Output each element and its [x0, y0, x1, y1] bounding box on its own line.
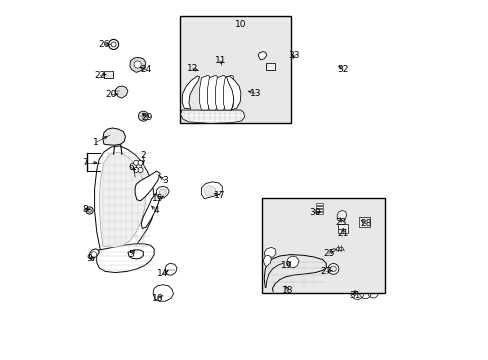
Polygon shape: [129, 57, 145, 72]
Text: 5: 5: [128, 250, 134, 259]
Polygon shape: [115, 86, 128, 98]
Polygon shape: [99, 152, 145, 247]
Polygon shape: [164, 263, 177, 275]
Text: 22: 22: [95, 71, 106, 80]
Polygon shape: [94, 146, 154, 252]
Polygon shape: [223, 75, 233, 110]
Text: 12: 12: [186, 64, 198, 73]
Text: 11: 11: [215, 57, 226, 66]
Text: 23: 23: [335, 218, 346, 227]
Text: 31: 31: [348, 291, 360, 300]
Polygon shape: [199, 75, 209, 110]
Circle shape: [138, 167, 142, 172]
Text: 17: 17: [214, 190, 225, 199]
Polygon shape: [316, 203, 323, 206]
Text: 32: 32: [337, 65, 348, 74]
Circle shape: [330, 266, 336, 272]
Polygon shape: [316, 209, 323, 211]
Polygon shape: [284, 283, 290, 290]
Circle shape: [327, 264, 338, 274]
Text: 30: 30: [309, 208, 321, 217]
Text: 2: 2: [140, 151, 146, 160]
Text: 16: 16: [152, 294, 163, 303]
Polygon shape: [226, 76, 241, 110]
Circle shape: [336, 247, 340, 251]
Text: 27: 27: [320, 267, 331, 276]
Bar: [180, 17, 290, 123]
Text: 28: 28: [359, 219, 371, 228]
Polygon shape: [128, 250, 143, 259]
Text: 14: 14: [157, 269, 168, 278]
Circle shape: [86, 207, 93, 214]
Polygon shape: [89, 249, 99, 261]
Circle shape: [111, 42, 116, 47]
Text: 13: 13: [249, 89, 261, 98]
Text: 9: 9: [86, 254, 92, 263]
Bar: [358, 217, 369, 227]
Polygon shape: [159, 189, 166, 196]
Text: 24: 24: [140, 65, 151, 74]
Text: 29: 29: [141, 113, 152, 122]
Bar: [265, 63, 274, 69]
Polygon shape: [336, 211, 346, 221]
Polygon shape: [204, 186, 215, 196]
Polygon shape: [264, 247, 276, 257]
Polygon shape: [201, 182, 222, 199]
Text: 15: 15: [152, 194, 163, 203]
Text: 4: 4: [153, 206, 159, 215]
Circle shape: [138, 160, 142, 165]
Text: 7: 7: [82, 158, 88, 167]
Polygon shape: [153, 285, 173, 301]
Text: 33: 33: [287, 51, 299, 60]
Polygon shape: [207, 75, 217, 110]
Bar: [261, 198, 385, 293]
Text: 6: 6: [128, 163, 133, 172]
Polygon shape: [180, 110, 244, 123]
Polygon shape: [141, 192, 160, 228]
Bar: [104, 71, 113, 78]
Polygon shape: [280, 283, 285, 290]
Polygon shape: [316, 212, 323, 214]
Text: 3: 3: [162, 176, 167, 185]
Circle shape: [88, 209, 91, 212]
Text: 18: 18: [281, 286, 293, 295]
Polygon shape: [215, 75, 225, 110]
Text: 20: 20: [105, 90, 117, 99]
Polygon shape: [97, 244, 154, 273]
Polygon shape: [286, 256, 298, 268]
Bar: [338, 224, 348, 233]
Circle shape: [134, 61, 141, 68]
Text: 10: 10: [235, 19, 246, 28]
Text: 19: 19: [281, 261, 292, 270]
Circle shape: [108, 40, 119, 49]
Polygon shape: [316, 206, 323, 208]
Polygon shape: [258, 51, 266, 60]
Text: 25: 25: [323, 249, 334, 258]
Circle shape: [339, 247, 343, 251]
Polygon shape: [263, 255, 271, 266]
Circle shape: [91, 252, 97, 257]
Polygon shape: [102, 128, 125, 145]
Polygon shape: [135, 171, 160, 201]
Polygon shape: [182, 76, 199, 109]
Circle shape: [133, 160, 139, 165]
Polygon shape: [156, 186, 169, 199]
Text: 21: 21: [337, 229, 348, 238]
Text: 8: 8: [82, 205, 88, 214]
Circle shape: [133, 167, 139, 172]
Text: 1: 1: [93, 138, 99, 147]
Circle shape: [138, 111, 148, 121]
Text: 26: 26: [98, 40, 109, 49]
